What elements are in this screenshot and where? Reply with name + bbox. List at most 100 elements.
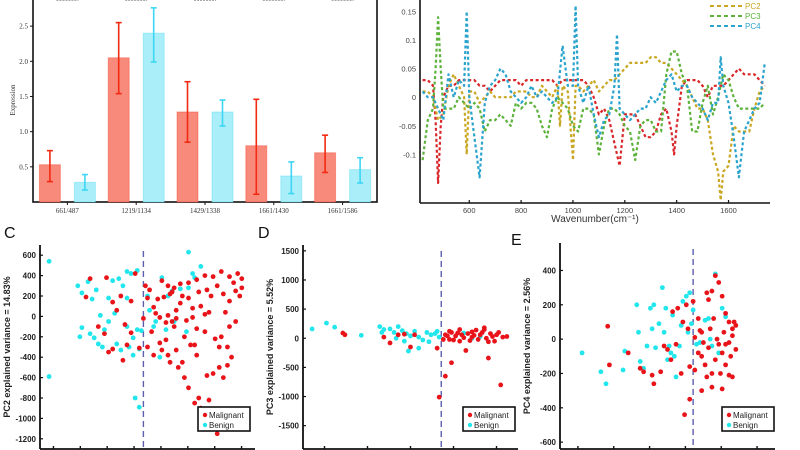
y-axis-label: PC2 explained variance = 14.83%	[2, 276, 12, 417]
y-tick-label: 1.5	[19, 93, 28, 101]
point-benign	[579, 350, 585, 356]
legend-box	[462, 406, 516, 432]
point-benign	[723, 314, 728, 320]
point-malignant	[184, 318, 189, 323]
point-benign	[102, 327, 107, 333]
point-malignant	[151, 304, 157, 310]
point-malignant	[730, 374, 735, 380]
legend-label: Benign	[209, 421, 234, 430]
y-tick-label: -1500	[279, 422, 300, 431]
x-tick-label: 1429/1338	[190, 207, 220, 215]
point-malignant	[227, 324, 232, 329]
point-malignant	[730, 333, 735, 339]
point-malignant	[699, 388, 705, 394]
y-tick-label: 2.5	[19, 23, 28, 31]
point-benign	[100, 344, 105, 350]
point-malignant	[469, 329, 475, 335]
point-malignant	[136, 345, 142, 351]
point-malignant	[706, 345, 711, 351]
point-malignant	[381, 334, 387, 340]
point-benign	[118, 347, 124, 353]
point-malignant	[479, 330, 485, 335]
point-malignant	[231, 280, 237, 286]
point-malignant	[455, 330, 461, 336]
point-malignant	[157, 315, 163, 320]
point-malignant	[498, 382, 504, 388]
point-malignant	[387, 340, 393, 346]
legend-marker	[467, 412, 473, 418]
point-benign	[649, 326, 655, 332]
legend-box	[721, 406, 775, 432]
point-malignant	[699, 353, 705, 359]
point-benign	[424, 330, 430, 335]
point-malignant	[110, 346, 116, 352]
point-malignant	[210, 274, 216, 280]
point-malignant	[607, 362, 612, 368]
point-malignant	[177, 300, 183, 306]
y-axis-label: PC4 explained variance = 2.56%	[522, 278, 532, 414]
point-malignant	[165, 352, 171, 358]
legend-marker	[467, 422, 473, 428]
point-malignant	[225, 362, 230, 368]
point-benign	[106, 319, 111, 324]
point-benign	[106, 295, 111, 301]
point-malignant	[171, 285, 177, 291]
point-malignant	[682, 412, 687, 418]
point-benign	[136, 404, 142, 410]
series-line-pc2	[422, 56, 766, 202]
x-tick-label: 1600	[720, 206, 737, 215]
point-benign	[436, 334, 442, 340]
point-malignant	[102, 331, 107, 337]
point-malignant	[434, 345, 440, 351]
legend-label: Malignant	[209, 411, 244, 420]
point-malignant	[204, 373, 210, 378]
point-benign	[408, 333, 413, 339]
point-malignant	[412, 332, 417, 338]
point-benign	[184, 329, 189, 335]
point-malignant	[718, 371, 723, 376]
point-benign	[130, 352, 136, 358]
point-malignant	[182, 334, 187, 340]
point-malignant	[223, 309, 228, 315]
point-benign	[77, 334, 83, 340]
point-malignant	[670, 309, 676, 315]
point-malignant	[436, 394, 442, 400]
series-line-pc3	[421, 16, 766, 162]
point-malignant	[225, 344, 230, 350]
point-malignant	[716, 280, 722, 285]
point-malignant	[106, 349, 111, 355]
point-benign	[428, 332, 434, 338]
point-benign	[379, 330, 385, 335]
point-malignant	[216, 344, 222, 350]
point-benign	[406, 348, 411, 354]
point-malignant	[675, 305, 681, 311]
y-tick-label: -0.05	[399, 122, 416, 131]
y-tick-label: -600	[540, 438, 557, 447]
point-malignant	[692, 335, 698, 340]
point-benign	[134, 327, 140, 333]
x-tick-label: 600	[463, 206, 476, 215]
point-benign	[680, 298, 686, 304]
point-malignant	[210, 371, 216, 376]
point-malignant	[202, 329, 208, 335]
point-malignant	[173, 347, 179, 353]
point-malignant	[449, 360, 454, 366]
point-malignant	[488, 331, 493, 336]
point-benign	[97, 312, 103, 318]
point-benign	[95, 341, 101, 347]
point-malignant	[401, 331, 407, 337]
point-benign	[157, 354, 163, 360]
point-benign	[332, 324, 338, 330]
point-malignant	[237, 293, 243, 299]
point-malignant	[186, 280, 191, 286]
point-malignant	[179, 359, 185, 365]
x-tick-label: 1200	[616, 206, 633, 215]
point-malignant	[190, 305, 196, 311]
point-malignant	[442, 373, 448, 379]
point-malignant	[649, 372, 655, 378]
point-benign	[377, 324, 383, 329]
point-benign	[665, 357, 670, 363]
point-malignant	[658, 369, 664, 375]
point-malignant	[194, 326, 200, 332]
point-benign	[671, 353, 677, 359]
